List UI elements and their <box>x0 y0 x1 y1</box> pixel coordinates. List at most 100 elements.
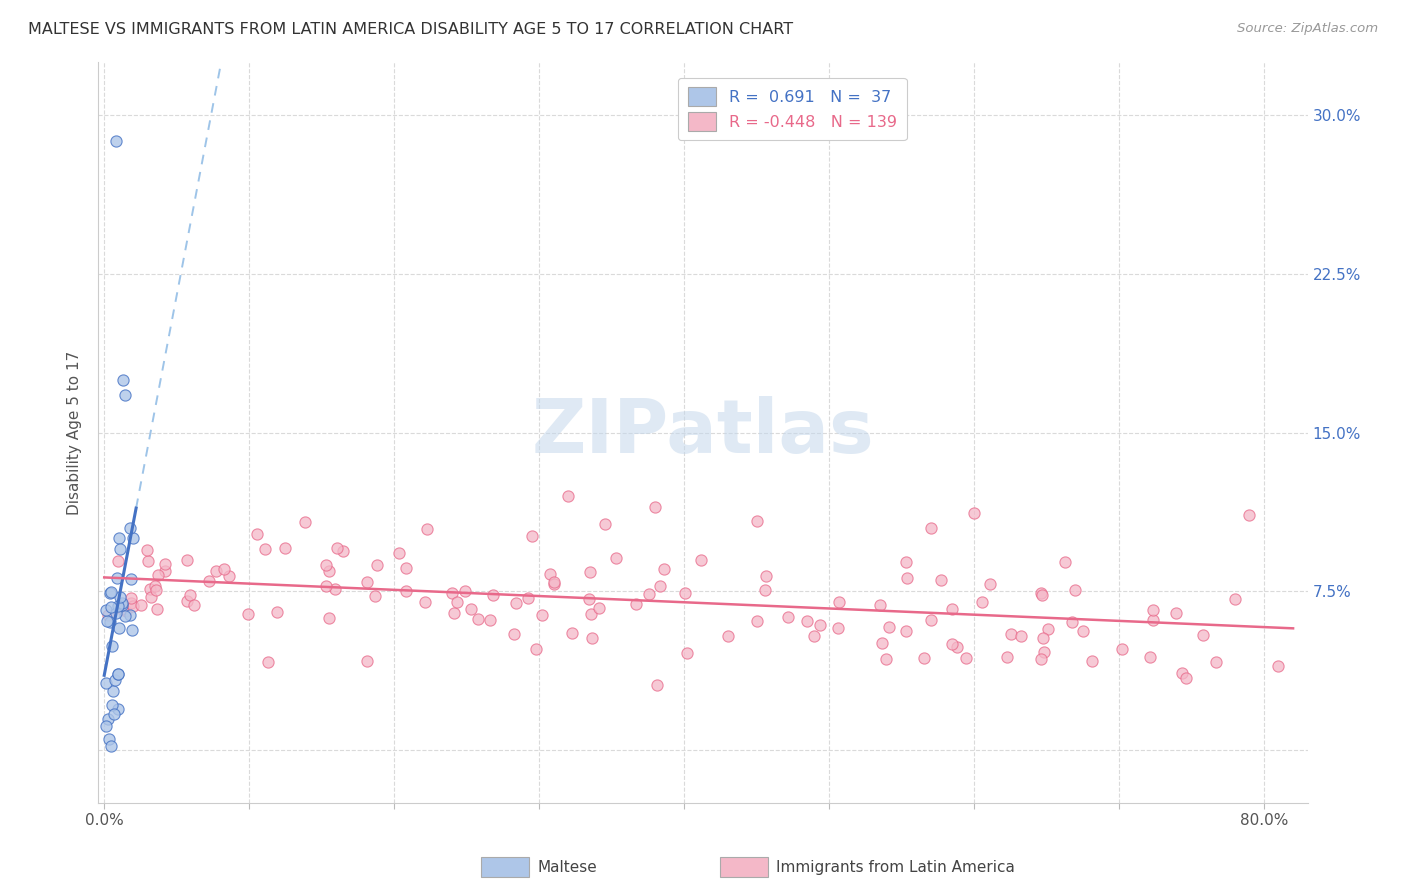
Point <box>179 589 201 603</box>
Point <box>100 585 122 599</box>
Point <box>363 589 385 603</box>
Point <box>543 576 565 591</box>
Point <box>1029 586 1052 600</box>
Point <box>129 598 152 612</box>
Point <box>318 564 340 578</box>
Point <box>395 584 418 599</box>
Point <box>325 582 347 596</box>
Point <box>395 561 418 575</box>
Point <box>108 621 131 635</box>
Point <box>136 543 159 558</box>
Point <box>745 515 768 529</box>
Point <box>1000 627 1022 641</box>
Point <box>98 731 121 746</box>
Point <box>105 570 128 584</box>
Point <box>112 373 135 387</box>
Point <box>1171 666 1194 681</box>
Point <box>467 611 489 625</box>
Point <box>443 606 465 620</box>
Point <box>103 706 125 721</box>
Point <box>1031 652 1053 666</box>
Point <box>648 579 671 593</box>
Point <box>105 607 128 621</box>
Point <box>972 595 994 609</box>
Point <box>995 650 1018 665</box>
Point <box>557 489 579 503</box>
Point <box>754 582 776 597</box>
Point <box>652 561 675 575</box>
Point <box>315 579 337 593</box>
Point <box>920 613 942 627</box>
Point <box>318 611 340 625</box>
Point <box>104 134 127 148</box>
Point <box>107 702 129 716</box>
Point <box>416 522 439 536</box>
Point <box>776 609 799 624</box>
Point <box>894 624 917 638</box>
Point <box>153 557 176 571</box>
Point <box>266 605 288 619</box>
Point <box>274 541 297 555</box>
Point <box>176 553 198 567</box>
Text: ZIPatlas: ZIPatlas <box>531 396 875 469</box>
Point <box>136 553 159 567</box>
Point <box>530 608 553 623</box>
Point <box>870 635 893 649</box>
Text: MALTESE VS IMMIGRANTS FROM LATIN AMERICA DISABILITY AGE 5 TO 17 CORRELATION CHAR: MALTESE VS IMMIGRANTS FROM LATIN AMERICA… <box>28 22 793 37</box>
Point <box>1239 508 1261 522</box>
Point <box>108 541 131 556</box>
Point <box>107 554 129 568</box>
Point <box>245 527 267 541</box>
Point <box>120 596 142 610</box>
Point <box>1060 615 1083 630</box>
Point <box>1267 659 1289 673</box>
Point <box>413 595 436 609</box>
Point <box>218 569 240 583</box>
Point <box>517 591 540 605</box>
Point <box>593 517 616 532</box>
Point <box>146 602 169 616</box>
Point <box>482 588 505 602</box>
Point <box>963 506 986 520</box>
Point <box>1111 641 1133 656</box>
Point <box>356 574 378 589</box>
Point <box>146 567 169 582</box>
Point <box>896 571 918 585</box>
Point <box>1031 588 1053 602</box>
Point <box>1175 672 1198 686</box>
Point <box>183 598 205 612</box>
Point <box>931 573 953 587</box>
Point <box>869 598 891 612</box>
Point <box>979 577 1001 591</box>
Point <box>98 615 121 630</box>
Point <box>912 651 935 665</box>
Point <box>97 607 120 622</box>
Point <box>198 574 221 588</box>
Point <box>326 541 349 556</box>
Point <box>505 596 527 610</box>
Point <box>100 739 122 754</box>
Point <box>828 595 851 609</box>
Point <box>690 552 713 566</box>
Point <box>920 521 942 535</box>
Point <box>1064 582 1087 597</box>
Point <box>315 558 337 572</box>
Point <box>579 565 602 579</box>
Point <box>645 678 668 692</box>
Point <box>236 607 259 622</box>
Point <box>441 586 464 600</box>
Point <box>581 632 603 646</box>
Point <box>1223 592 1246 607</box>
Point <box>111 596 134 610</box>
Point <box>107 666 129 681</box>
Point <box>588 601 610 615</box>
Point <box>118 608 141 623</box>
Point <box>1033 645 1056 659</box>
Point <box>941 637 963 651</box>
Point <box>522 528 544 542</box>
Point <box>120 573 142 587</box>
Point <box>745 614 768 628</box>
Point <box>114 608 136 623</box>
Point <box>104 673 127 687</box>
Point <box>1142 603 1164 617</box>
